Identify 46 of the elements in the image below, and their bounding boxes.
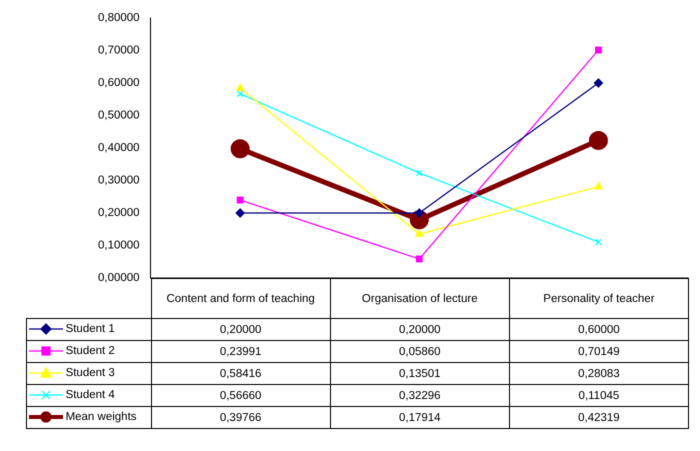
legend-label: Mean weights <box>26 406 152 428</box>
data-label: 0,60000 <box>509 318 688 340</box>
y-tick-label: 0,30000 <box>98 174 140 187</box>
point <box>594 78 604 88</box>
point <box>588 130 608 150</box>
y-tick-label: 0,10000 <box>98 240 140 252</box>
data-label: 0,39766 <box>151 406 330 428</box>
x-tick-label: Personality of teacher <box>509 278 688 318</box>
y-tick-label: 0,40000 <box>98 142 140 154</box>
y-tick-label: 0,80000 <box>98 12 140 24</box>
x-tick-label: Organisation of lecture <box>330 278 510 318</box>
y-tick-label: 0,00000 <box>98 272 140 284</box>
data-label: 0,17914 <box>330 406 510 428</box>
legend-label: Student 1 <box>26 318 152 340</box>
point <box>416 256 423 262</box>
legend-label: Student 3 <box>26 362 152 384</box>
point <box>236 84 244 91</box>
data-label: 0,42319 <box>509 406 688 428</box>
y-tick-label: 0,70000 <box>98 44 140 57</box>
data-label: 0,58416 <box>151 362 330 384</box>
legend-label: Student 4 <box>26 384 152 406</box>
data-label: 0,56660 <box>151 384 330 406</box>
point <box>595 238 602 246</box>
legend-label: Student 2 <box>26 340 152 362</box>
data-label: 0,20000 <box>330 318 510 340</box>
data-label: 0,32296 <box>330 384 510 406</box>
data-label: 0,11045 <box>509 384 688 406</box>
point <box>594 182 602 190</box>
point <box>416 170 423 176</box>
point <box>595 46 602 54</box>
y-tick-label: 0,50000 <box>98 110 140 122</box>
point <box>236 196 244 204</box>
data-label: 0,13501 <box>330 362 510 384</box>
data-label: 0,23991 <box>151 340 330 362</box>
y-tick-label: 0,20000 <box>98 207 140 220</box>
data-label: 0,05860 <box>330 340 510 362</box>
point <box>230 139 250 158</box>
data-label: 0,20000 <box>151 318 330 340</box>
y-tick-label: 0,60000 <box>98 77 140 90</box>
point <box>414 208 424 218</box>
point <box>236 90 244 98</box>
data-label: 0,70149 <box>509 340 688 362</box>
point <box>236 208 245 218</box>
data-label: 0,28083 <box>509 362 688 384</box>
x-tick-label: Content and form of teaching <box>151 278 330 318</box>
point <box>415 230 424 237</box>
